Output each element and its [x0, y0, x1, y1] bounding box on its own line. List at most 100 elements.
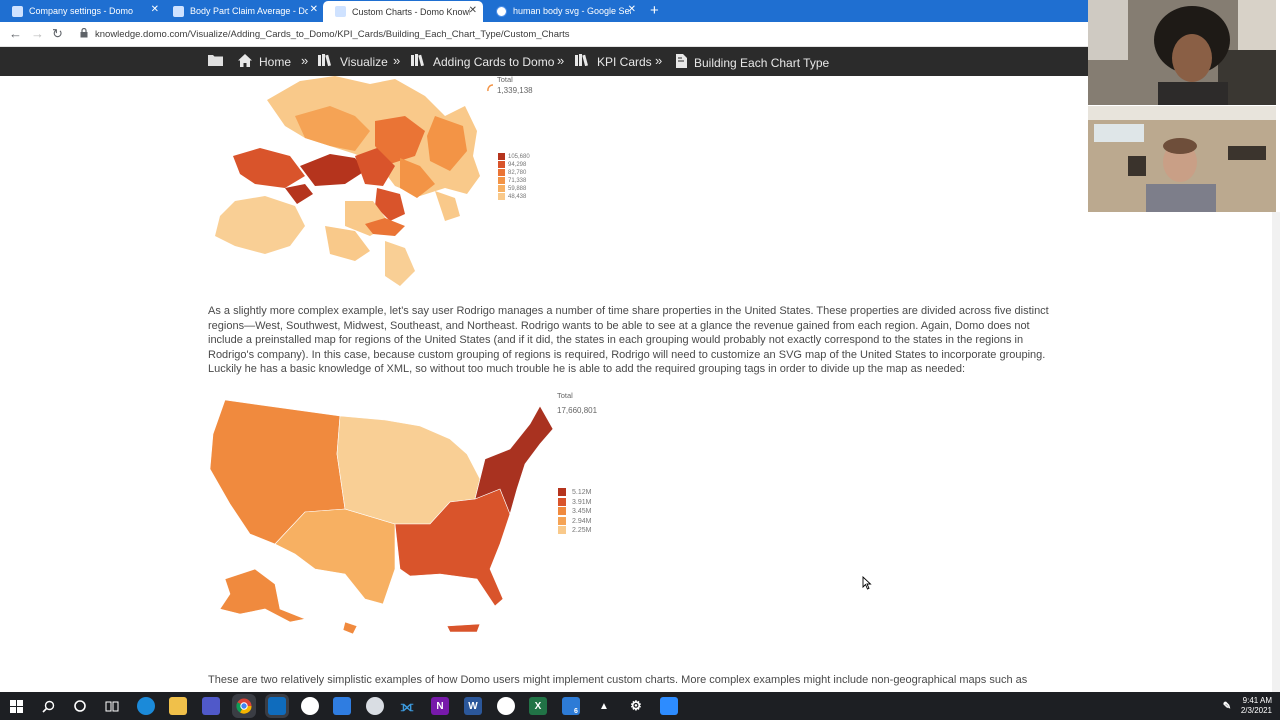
close-tab-icon[interactable]: ✕: [309, 4, 318, 15]
vscode-icon[interactable]: ⟗: [400, 697, 414, 715]
legend-swatch: [558, 498, 566, 506]
legend-swatch: [558, 488, 566, 496]
clock-date: 2/3/2021: [1240, 706, 1272, 715]
tab-google-search[interactable]: human body svg - Google Search ✕: [484, 0, 642, 22]
excel-icon[interactable]: X: [529, 697, 547, 715]
task-view-icon[interactable]: [103, 697, 121, 715]
breadcrumb-label: Building Each Chart Type: [694, 55, 830, 70]
breadcrumb-separator: »: [655, 53, 663, 68]
breadcrumb-label: Adding Cards to Domo: [433, 54, 555, 69]
edge-icon[interactable]: [137, 697, 155, 715]
breadcrumb-label: Home: [259, 55, 292, 69]
legend-swatch: [498, 177, 505, 184]
clock-time: 9:41 AM: [1242, 696, 1272, 705]
tab-title: Custom Charts - Domo Knowledge: [352, 6, 470, 17]
map2-legend-item: 3.45M: [558, 507, 591, 515]
address-bar: ← → ↻ knowledge.domo.com/Visualize/Addin…: [0, 22, 1088, 47]
legend-label: 48,438: [508, 193, 527, 200]
legend-label: 2.94M: [572, 517, 592, 525]
home-icon: [238, 54, 252, 70]
zoom-icon[interactable]: [660, 697, 678, 715]
domo-knowledge-favicon-icon: [335, 6, 346, 17]
breadcrumb-separator: »: [557, 53, 565, 68]
body-paragraph: These are two relatively simplistic exam…: [208, 674, 1028, 686]
map2-total-label: Total: [557, 391, 573, 400]
map1-total-value: 1,339,138: [497, 86, 533, 95]
url-field[interactable]: knowledge.domo.com/Visualize/Adding_Card…: [95, 29, 570, 40]
close-tab-icon[interactable]: ✕: [627, 4, 636, 15]
close-tab-icon[interactable]: ✕: [468, 5, 477, 16]
badge-count: 6: [574, 707, 578, 715]
forward-arrow-icon[interactable]: →: [31, 26, 44, 41]
legend-label: 94,298: [508, 161, 527, 168]
app-icon[interactable]: [333, 697, 351, 715]
breadcrumb-home[interactable]: Home: [238, 54, 291, 70]
participant-video-feed: [1088, 106, 1276, 212]
video-participant-1: [1088, 0, 1276, 105]
books-icon: [575, 54, 590, 69]
onenote-icon[interactable]: N: [431, 697, 449, 715]
app-arrow-icon[interactable]: ▲: [599, 700, 609, 712]
file-explorer-icon[interactable]: [169, 697, 187, 715]
breadcrumb: Home » Visualize » Adding Cards to Domo …: [0, 47, 1088, 76]
chrome-icon[interactable]: [235, 697, 253, 715]
back-arrow-icon[interactable]: ←: [9, 26, 22, 41]
tab-title: Body Part Claim Average - Domo: [190, 6, 308, 16]
tab-company-settings[interactable]: Company settings - Domo ✕: [0, 0, 165, 22]
app-circle-icon[interactable]: [497, 697, 515, 715]
windows-start-icon[interactable]: [7, 697, 25, 715]
browser-tab-strip: Company settings - Domo ✕ Body Part Clai…: [0, 0, 1088, 22]
books-icon: [318, 54, 333, 69]
map2-legend-item: 5.12M: [558, 488, 591, 496]
cortana-icon[interactable]: [71, 697, 89, 715]
legend-label: 59,888: [508, 185, 527, 192]
domo-favicon-icon: [173, 5, 184, 17]
google-favicon-icon: [496, 5, 507, 17]
tab-title: human body svg - Google Search: [513, 6, 631, 16]
reload-icon[interactable]: ↻: [52, 26, 63, 41]
outlook-icon[interactable]: [268, 697, 286, 715]
page-scrollbar[interactable]: [1272, 212, 1280, 692]
settings-gear-icon[interactable]: ⚙: [630, 698, 642, 713]
legend-label: 71,338: [508, 177, 527, 184]
custom-regions-map: [215, 76, 480, 286]
teams-icon[interactable]: [202, 697, 220, 715]
legend-swatch: [498, 185, 505, 192]
snip-icon[interactable]: [366, 697, 384, 715]
app-badge-icon[interactable]: 6: [562, 697, 580, 715]
breadcrumb-kpi-cards[interactable]: KPI Cards: [575, 54, 652, 69]
clock[interactable]: 9:41 AM 2/3/2021: [1241, 696, 1272, 716]
breadcrumb-separator: »: [393, 53, 401, 68]
pen-icon[interactable]: ✎: [1222, 700, 1232, 712]
books-icon: [411, 54, 426, 69]
participant-video-feed: [1088, 0, 1276, 105]
legend-label: 82,780: [508, 169, 527, 176]
map2-total-value: 17,660,801: [557, 406, 598, 415]
map2-legend-item: 3.91M: [558, 498, 591, 506]
legend-swatch: [558, 507, 566, 515]
map1-legend-item: 59,888: [498, 185, 526, 192]
new-tab-button[interactable]: +: [650, 2, 659, 19]
breadcrumb-visualize[interactable]: Visualize: [318, 54, 388, 69]
map1-legend-item: 71,338: [498, 177, 526, 184]
legend-label: 5.12M: [572, 488, 592, 496]
breadcrumb-building-each-chart-type[interactable]: Building Each Chart Type: [675, 54, 829, 71]
close-tab-icon[interactable]: ✕: [150, 4, 159, 15]
map1-legend-item: 105,680: [498, 153, 530, 160]
tab-custom-charts[interactable]: Custom Charts - Domo Knowledge ✕: [323, 1, 483, 22]
word-icon[interactable]: W: [464, 697, 482, 715]
breadcrumb-adding-cards[interactable]: Adding Cards to Domo: [411, 54, 554, 69]
phone-app-icon[interactable]: [301, 697, 319, 715]
legend-swatch: [498, 153, 505, 160]
page-icon: [675, 54, 687, 71]
legend-swatch: [498, 193, 505, 200]
folder-icon[interactable]: [208, 54, 223, 66]
legend-swatch: [498, 169, 505, 176]
lock-icon[interactable]: [80, 27, 88, 41]
map1-total-label: Total: [497, 76, 513, 84]
search-icon[interactable]: [39, 697, 57, 715]
video-participant-2: [1088, 106, 1276, 212]
total-arc-icon: [487, 84, 494, 92]
map1-legend-item: 48,438: [498, 193, 526, 200]
tab-body-part-claim[interactable]: Body Part Claim Average - Domo ✕: [161, 0, 324, 22]
